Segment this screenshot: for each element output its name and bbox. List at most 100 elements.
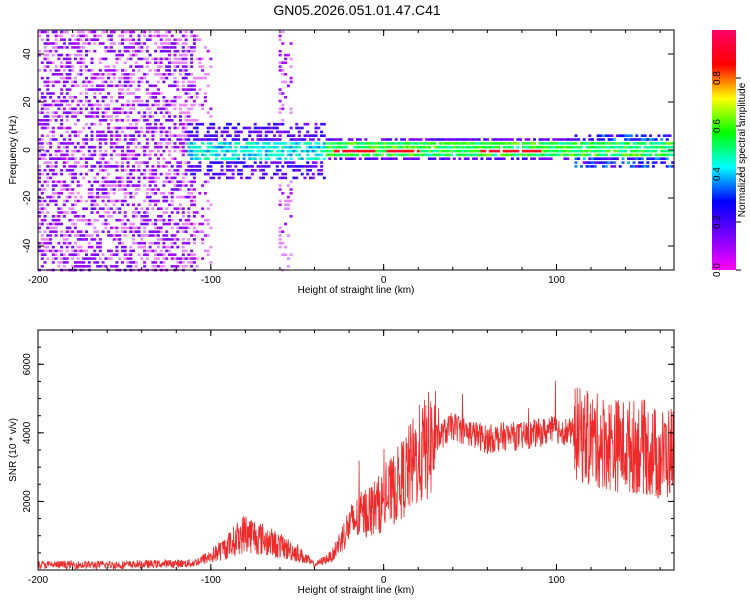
spectrogram-cell (466, 145, 470, 149)
spectrogram-cell (46, 161, 50, 164)
spectrogram-cell (192, 257, 196, 260)
spectrogram-cell (215, 153, 218, 157)
spectrogram-cell (469, 142, 473, 145)
spectrogram-cell (159, 130, 163, 134)
spectrogram-cell (179, 165, 182, 168)
spectrogram-cell (121, 180, 124, 184)
spectrogram-cell (148, 153, 152, 157)
spectrogram-cell (123, 169, 127, 172)
spectrogram-cell (115, 199, 119, 203)
spectrogram-cell (73, 145, 77, 149)
spectrogram-cell (57, 241, 61, 245)
spectrogram-cell (206, 172, 210, 176)
spectrogram-cell (602, 149, 606, 153)
spectrogram-cell (156, 199, 160, 203)
spectrogram-cell (145, 99, 149, 103)
spectrogram-cell (134, 184, 138, 187)
spectrogram-cell (51, 253, 55, 256)
spectrogram-cell (156, 34, 160, 38)
spectrogram-cell (248, 130, 252, 134)
spectrogram-cell (192, 84, 196, 88)
spectrogram-cell (201, 122, 205, 126)
spectrogram-cell (143, 42, 147, 45)
spectrogram-cell (297, 138, 301, 141)
spectrogram-cell (215, 149, 218, 153)
spectrogram-cell (137, 253, 141, 256)
spectrogram-cell (170, 134, 174, 137)
spectrogram-cell (563, 142, 567, 145)
spectrogram-cell (98, 207, 102, 210)
spectrogram-cell (68, 111, 72, 114)
spectrogram-cell (651, 142, 655, 145)
spectrogram-cell (190, 46, 194, 49)
spectrogram-cell (96, 111, 100, 114)
spectrogram-cell (76, 99, 80, 103)
spectrogram-cell (289, 57, 293, 61)
spectrogram-cell (615, 145, 619, 149)
spectrogram-cell (591, 145, 594, 149)
spectrogram-cell (148, 249, 152, 253)
spectrogram-cell (505, 149, 509, 153)
spectrogram-cell (73, 241, 77, 245)
spectrogram-cell (154, 257, 158, 260)
spectrogram-cell (65, 30, 69, 34)
spectrogram-cell (82, 153, 86, 157)
spectrogram-cell (71, 130, 75, 134)
spectrogram-cell (93, 145, 97, 149)
spectrogram-cell (121, 203, 124, 207)
spectrogram-cell (212, 138, 216, 141)
spectrogram-cell (118, 138, 122, 141)
spectrogram-cell (552, 153, 556, 157)
spectrogram-cell (154, 218, 158, 222)
spectrogram-cell (62, 111, 66, 114)
spectrogram-cell (73, 222, 77, 226)
spectrogram-cell (38, 222, 41, 226)
spectrogram-cell (480, 145, 484, 149)
spectrogram-cell (156, 88, 160, 91)
spectrogram-cell (126, 253, 130, 256)
spectrogram-cell (46, 61, 50, 64)
spectrogram-cell (43, 241, 47, 245)
spectrogram-cell (85, 42, 88, 45)
spectrogram-cell (170, 195, 174, 199)
spectrogram-cell (215, 134, 218, 137)
spectrogram-cell (408, 145, 412, 149)
spectrogram-cell (145, 38, 149, 41)
spectrogram-cell (593, 149, 597, 153)
spectrogram-cell (151, 115, 155, 118)
spectrogram-cell (328, 138, 332, 141)
spectrogram-cell (65, 249, 69, 253)
spectrogram-cell (65, 130, 69, 134)
spectrogram-cell (198, 230, 202, 233)
spectrogram-cell (546, 145, 550, 149)
spectrogram-cell (201, 207, 205, 210)
spectrogram-cell (112, 65, 116, 68)
spectrogram-cell (85, 115, 88, 118)
spectrogram-cell (217, 145, 221, 149)
spectrogram-cell (184, 249, 188, 253)
spectrogram-cell (192, 42, 196, 45)
spectrogram-cell (121, 245, 124, 249)
spectrogram-cell (162, 234, 166, 237)
spectrogram-cell (289, 42, 293, 45)
spectrogram-cell (46, 245, 50, 249)
spectrogram-cell (533, 157, 536, 160)
spectrogram-cell (165, 134, 169, 137)
spectrogram-cell (198, 149, 202, 153)
spectrogram-cell (60, 153, 64, 157)
spectrogram-cell (65, 65, 69, 68)
spectrogram-cell (198, 145, 202, 149)
spectrogram-cell (215, 145, 218, 149)
spectrogram-cell (173, 134, 177, 137)
spectrogram-cell (101, 199, 105, 203)
spectrogram-cell (68, 234, 72, 237)
spectrogram-cell (143, 73, 147, 76)
spectrogram-cell (159, 238, 163, 241)
spectrogram-cell (427, 149, 431, 153)
spectrogram-cell (665, 165, 669, 168)
spectrogram-cell (303, 149, 307, 153)
spectrogram-ytick-label: -20 (22, 190, 33, 205)
spectrogram-cell (284, 96, 288, 99)
spectrogram-cell (137, 188, 141, 191)
spectrogram-cell (192, 145, 196, 149)
